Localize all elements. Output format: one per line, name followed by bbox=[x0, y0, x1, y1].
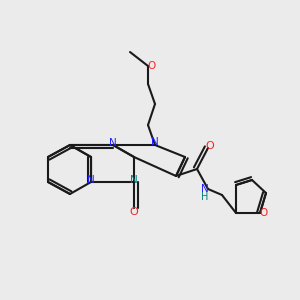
Text: N: N bbox=[109, 138, 117, 148]
Text: H: H bbox=[201, 192, 209, 202]
Text: N: N bbox=[87, 175, 95, 185]
Text: O: O bbox=[147, 61, 155, 71]
Text: N: N bbox=[130, 175, 138, 185]
Text: N: N bbox=[201, 184, 209, 194]
Text: O: O bbox=[259, 208, 267, 218]
Text: O: O bbox=[206, 141, 214, 151]
Text: N: N bbox=[151, 137, 159, 147]
Text: O: O bbox=[130, 207, 138, 217]
